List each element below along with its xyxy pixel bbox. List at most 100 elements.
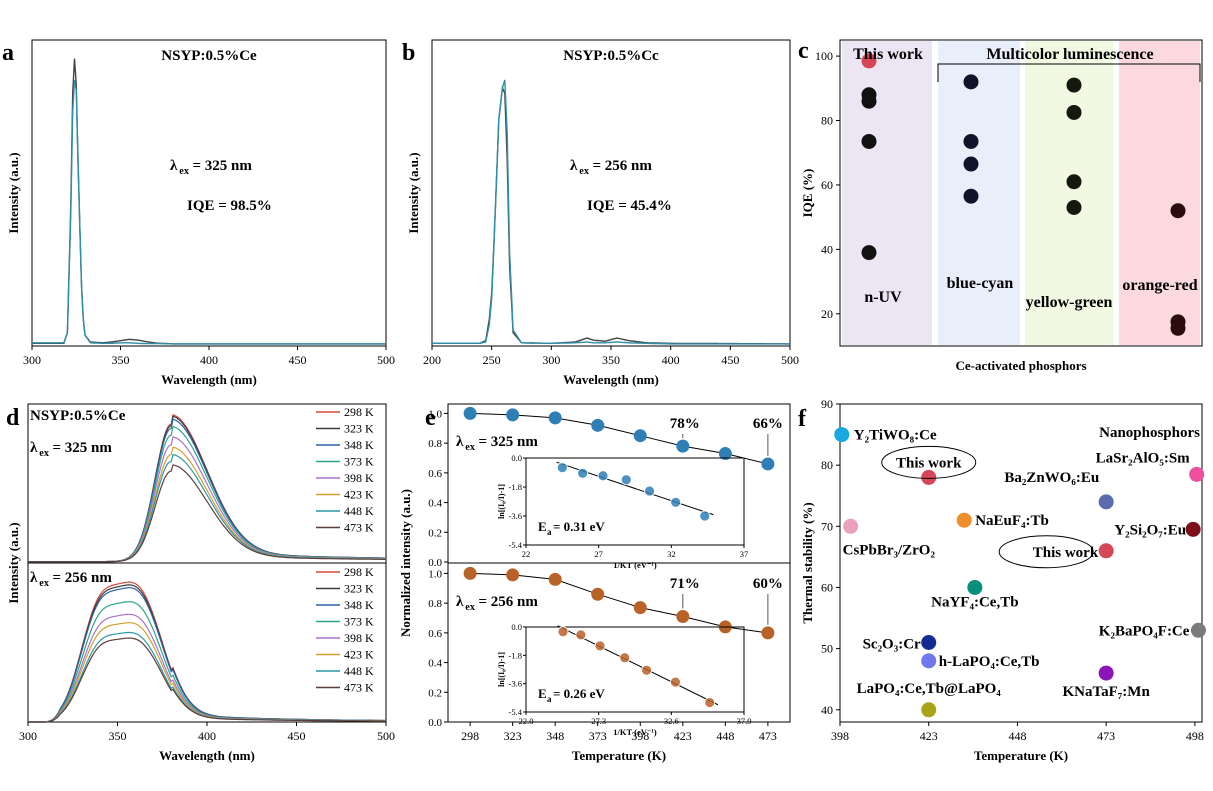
- inset-point: [575, 629, 587, 641]
- inset-y-tick-label: -3.6: [509, 679, 522, 689]
- y-axis-label: Normalized intensity (a.u.): [398, 489, 413, 637]
- panel-letter: f: [798, 406, 807, 432]
- lambda-symbol: λ: [30, 440, 38, 456]
- excitation-label: λ ex = 325 nm: [30, 440, 112, 459]
- excitation-value: = 256 nm: [53, 570, 113, 586]
- trend-line: [470, 412, 769, 465]
- y-tick-label: 0.4: [428, 658, 442, 670]
- phosphor-label: K₂BaPO₄F:Ce: [1099, 623, 1190, 639]
- legend-label: 373 K: [344, 615, 374, 629]
- excitation-value: = 325 nm: [53, 440, 113, 456]
- region-label: n-UV: [864, 289, 902, 306]
- inset-y-tick-label: -1.8: [509, 482, 522, 492]
- phosphor-label: LaPO₄:Ce,Tb@LaPO₄: [857, 681, 1002, 697]
- y-tick-label: 1.0: [428, 568, 442, 580]
- x-tick-label: 200: [423, 353, 441, 367]
- region-label: orange-red: [1122, 277, 1197, 294]
- lambda-symbol: λ: [456, 434, 464, 450]
- y-tick-label: 0.8: [428, 438, 442, 450]
- x-axis-label: Ce-activated phosphors: [955, 358, 1086, 373]
- excitation-label: λ ex = 256 nm: [30, 570, 112, 589]
- panel-title: NSYP:0.5%Cc: [563, 48, 659, 64]
- phosphor-point: [956, 512, 972, 528]
- legend-label: 473 K: [344, 521, 374, 535]
- legend-label: 323 K: [344, 422, 374, 436]
- iqe-label: IQE = 45.4%: [587, 198, 672, 214]
- intensity-point: [676, 610, 690, 624]
- x-tick-label: 298: [461, 729, 479, 743]
- y-tick-label: 0.6: [428, 468, 442, 480]
- panel-title: NSYP:0.5%Ce: [161, 48, 257, 64]
- phosphor-point: [1190, 622, 1206, 638]
- bracket: [937, 63, 1201, 82]
- inset-y-tick-label: 0.0: [511, 453, 522, 463]
- phosphor-label: Y₂Si₂O₇:Eu: [1114, 522, 1186, 538]
- y-axis-label: Intensity (a.u.): [6, 152, 21, 233]
- excitation-value: = 256 nm: [593, 158, 653, 174]
- inset-x-tick-label: 37.9: [737, 716, 752, 726]
- lambda-symbol: λ: [170, 158, 178, 174]
- x-tick-label: 400: [662, 353, 680, 367]
- x-tick-label: 498: [1186, 729, 1204, 743]
- intensity-point: [761, 457, 775, 471]
- phosphor-label: LaSr₂AlO₅:Sm: [1096, 450, 1191, 466]
- inset-y-tick-label: -1.8: [509, 650, 522, 660]
- legend-label: 298 K: [344, 565, 374, 579]
- inset-y-tick-label: 0.0: [511, 622, 522, 632]
- percent-label: 60%: [753, 576, 783, 592]
- intensity-point: [591, 418, 605, 432]
- x-tick-label: 323: [504, 729, 522, 743]
- excitation-label: λ ex = 256 nm: [456, 594, 538, 613]
- inset-point: [597, 470, 609, 482]
- inset-point: [670, 496, 682, 508]
- inset-y-tick-label: -5.4: [509, 540, 523, 550]
- intensity-point: [591, 587, 605, 601]
- lambda-symbol: λ: [456, 594, 464, 610]
- x-tick-label: 250: [483, 353, 501, 367]
- inset-point: [577, 467, 589, 479]
- phosphor-label: h-LaPO₄:Ce,Tb: [939, 654, 1040, 670]
- x-axis-label: Temperature (K): [572, 748, 666, 763]
- x-tick-label: 398: [831, 729, 849, 743]
- axes-frame-a: [31, 39, 387, 347]
- intensity-point: [676, 439, 690, 453]
- ea-subscript: a: [547, 527, 552, 537]
- x-axis-label: Temperature (K): [974, 748, 1068, 763]
- inset-y-label: ln[(I₀/I)-1]: [497, 652, 506, 687]
- y-tick-label: 1.0: [428, 408, 442, 420]
- excitation-subscript: ex: [465, 602, 476, 613]
- x-tick-label: 373: [589, 729, 607, 743]
- y-tick-label: 80: [821, 114, 833, 128]
- this-work-label: This work: [1033, 545, 1099, 561]
- x-tick-label: 450: [288, 729, 306, 743]
- inset-x-tick-label: 32: [667, 549, 676, 559]
- legend-label: 348 K: [344, 598, 374, 612]
- inset-x-tick-label: 32.6: [664, 716, 679, 726]
- nanophosphors-header: Nanophosphors: [1099, 425, 1200, 441]
- inset-point: [641, 664, 653, 676]
- this-work-label: This work: [896, 455, 962, 471]
- legend-label: 373 K: [344, 455, 374, 469]
- y-tick-label: 40: [821, 703, 833, 717]
- inset-x-tick-label: 37: [740, 549, 749, 559]
- excitation-subscript: ex: [39, 578, 50, 589]
- iqe-point: [1066, 199, 1082, 215]
- phosphor-label: Y₂TiWO₈:Ce: [854, 428, 937, 444]
- x-axis-label: Wavelength (nm): [161, 372, 257, 387]
- panel-letter: c: [798, 38, 809, 64]
- x-tick-label: 350: [112, 353, 130, 367]
- series-line-sample: [432, 79, 790, 345]
- x-tick-label: 500: [781, 353, 799, 367]
- phosphor-label: NaEuF₄:Tb: [975, 513, 1049, 529]
- y-tick-label: 80: [821, 458, 833, 472]
- inset-point: [699, 510, 711, 522]
- phosphor-label: KNaTaF₇:Mn: [1063, 684, 1151, 700]
- legend-label: 423 K: [344, 488, 374, 502]
- phosphor-label: Sc₂O₃:Cr: [863, 637, 921, 653]
- y-tick-label: 0.6: [428, 628, 442, 640]
- intensity-point: [463, 406, 477, 420]
- x-axis-label: Wavelength (nm): [563, 372, 659, 387]
- intensity-point: [761, 626, 775, 640]
